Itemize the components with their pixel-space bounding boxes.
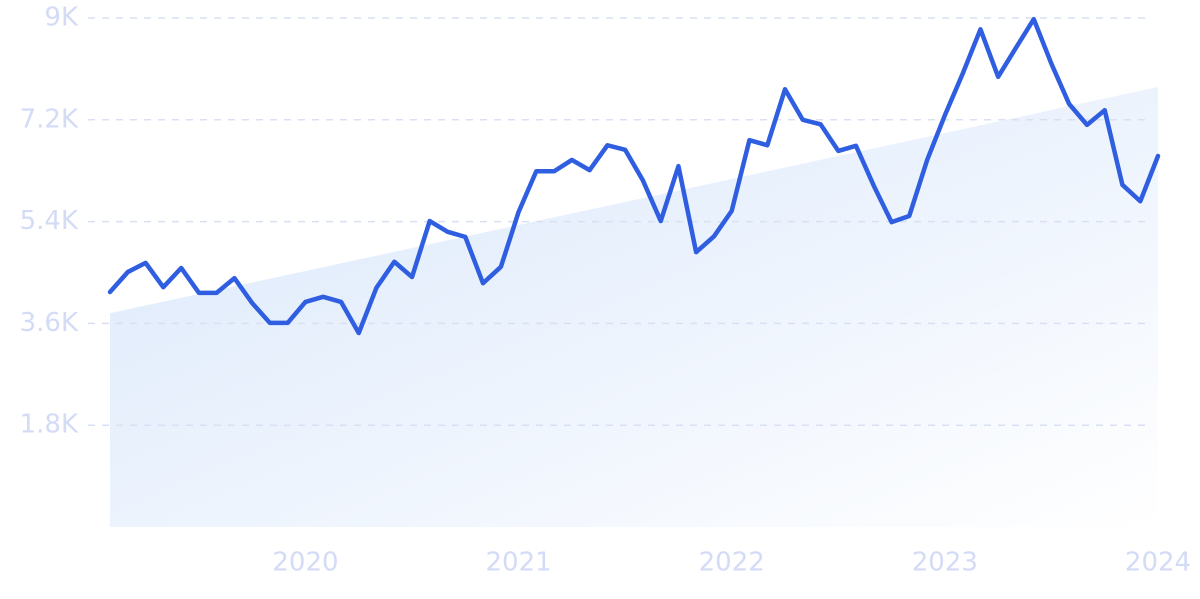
trend-area [110, 86, 1158, 528]
y-tick-label: 3.6K [20, 308, 79, 338]
x-tick-label: 2024 [1125, 548, 1191, 578]
y-tick-label: 1.8K [20, 410, 79, 440]
y-tick-label: 9K [44, 3, 79, 33]
line [107, 16, 1161, 336]
x-tick-label: 2023 [912, 548, 978, 578]
y-tick-label: 5.4K [20, 206, 79, 236]
y-tick-label: 7.2K [20, 104, 79, 134]
x-tick-label: 2021 [485, 548, 551, 578]
x-tick-label: 2022 [699, 548, 765, 578]
x-tick-label: 2020 [272, 548, 338, 578]
